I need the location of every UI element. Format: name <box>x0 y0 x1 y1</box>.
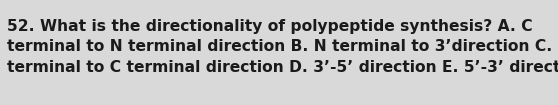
Text: 52. What is the directionality of polypeptide synthesis? A. C
terminal to N term: 52. What is the directionality of polype… <box>7 19 558 75</box>
